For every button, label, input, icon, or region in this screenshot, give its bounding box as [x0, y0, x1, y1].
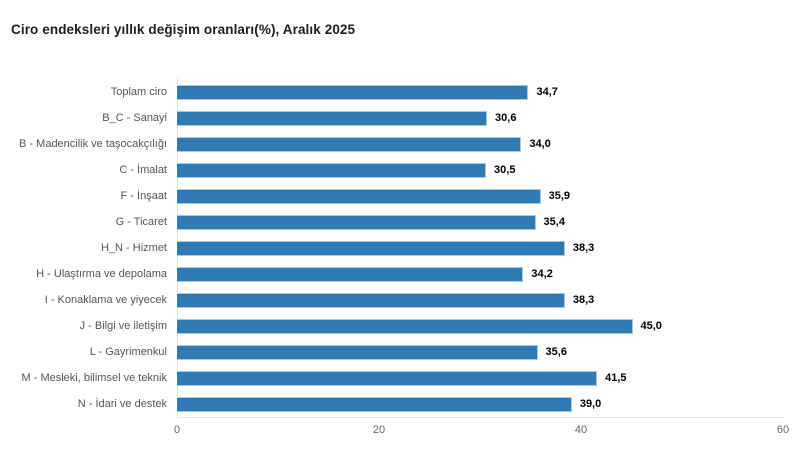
- bar[interactable]: [177, 396, 572, 412]
- category-label: J - Bilgi ve iletişim: [79, 320, 167, 332]
- chart-row: J - Bilgi ve iletişim 45,0: [0, 313, 783, 339]
- bar[interactable]: [177, 266, 524, 282]
- chart-row: B - Madencilik ve taşocakçılığı 34,0: [0, 131, 783, 157]
- bar-track: 39,0: [177, 391, 783, 417]
- bar[interactable]: [177, 344, 538, 360]
- bar[interactable]: [177, 292, 565, 308]
- bar[interactable]: [177, 162, 487, 178]
- category-label: I - Konaklama ve yiyecek: [44, 294, 167, 306]
- chart-row: N - İdari ve destek 39,0: [0, 391, 783, 417]
- bar-track: 45,0: [177, 313, 783, 339]
- value-label: 41,5: [605, 372, 627, 384]
- value-label: 34,2: [531, 268, 553, 280]
- bar[interactable]: [177, 136, 522, 152]
- bar-track: 35,9: [177, 183, 783, 209]
- bar[interactable]: [177, 370, 598, 386]
- category-label: B - Madencilik ve taşocakçılığı: [19, 138, 167, 150]
- chart-row: F - İnşaat 35,9: [0, 183, 783, 209]
- bar-track: 30,6: [177, 105, 783, 131]
- chart-row: M - Mesleki, bilimsel ve teknik 41,5: [0, 365, 783, 391]
- category-label: C - İmalat: [119, 164, 167, 176]
- bar[interactable]: [177, 318, 633, 334]
- bar-track: 35,4: [177, 209, 783, 235]
- chart-row: C - İmalat 30,5: [0, 157, 783, 183]
- chart-title: Ciro endeksleri yıllık değişim oranları(…: [11, 22, 356, 37]
- x-tick-label: 0: [173, 424, 181, 436]
- bar-track: 41,5: [177, 365, 783, 391]
- chart-row: B_C - Sanayi 30,6: [0, 105, 783, 131]
- category-label: N - İdari ve destek: [77, 398, 167, 410]
- bar[interactable]: [177, 110, 488, 126]
- chart-row: L - Gayrimenkul 35,6: [0, 339, 783, 365]
- value-label: 45,0: [640, 320, 662, 332]
- x-tick-label: 20: [372, 424, 386, 436]
- x-tick-label: 40: [574, 424, 588, 436]
- chart-row: H - Ulaştırma ve depolama 34,2: [0, 261, 783, 287]
- category-label: H - Ulaştırma ve depolama: [36, 268, 167, 280]
- category-label: G - Ticaret: [115, 216, 167, 228]
- value-label: 30,6: [495, 112, 517, 124]
- value-label: 35,4: [543, 216, 565, 228]
- bar[interactable]: [177, 240, 565, 256]
- category-label: Toplam ciro: [110, 86, 167, 98]
- bar-track: 30,5: [177, 157, 783, 183]
- category-label: H_N - Hizmet: [100, 242, 167, 254]
- category-label: L - Gayrimenkul: [89, 346, 167, 358]
- bar[interactable]: [177, 214, 536, 230]
- bar[interactable]: [177, 188, 541, 204]
- value-label: 35,9: [548, 190, 570, 202]
- bar-track: 34,7: [177, 79, 783, 105]
- category-label: B_C - Sanayi: [102, 112, 167, 124]
- value-label: 39,0: [579, 398, 602, 410]
- value-label: 35,6: [545, 346, 567, 358]
- category-label: M - Mesleki, bilimsel ve teknik: [21, 372, 167, 384]
- x-axis-ticks: 0 20 40 60: [173, 424, 789, 438]
- value-label: 34,0: [529, 138, 551, 150]
- chart-row: G - Ticaret 35,4: [0, 209, 783, 235]
- bar-track: 35,6: [177, 339, 783, 365]
- value-label: 38,3: [572, 294, 595, 306]
- chart-row: Toplam ciro 34,7: [0, 79, 783, 105]
- bar-track: 34,0: [177, 131, 783, 157]
- category-label: F - İnşaat: [120, 190, 167, 202]
- bar-track: 38,3: [177, 287, 783, 313]
- bar-track: 34,2: [177, 261, 783, 287]
- chart-row: H_N - Hizmet 38,3: [0, 235, 783, 261]
- bar[interactable]: [177, 84, 529, 100]
- value-label: 30,5: [494, 164, 516, 176]
- bar-track: 38,3: [177, 235, 783, 261]
- plot-area: Toplam ciro 34,7 B_C - Sanayi 30,6 B - Maden…: [0, 79, 783, 417]
- value-label: 38,3: [572, 242, 595, 254]
- x-axis-line: [177, 417, 784, 418]
- chart-row: I - Konaklama ve yiyecek 38,3: [0, 287, 783, 313]
- x-tick-label: 60: [776, 424, 790, 436]
- value-label: 34,7: [536, 86, 558, 98]
